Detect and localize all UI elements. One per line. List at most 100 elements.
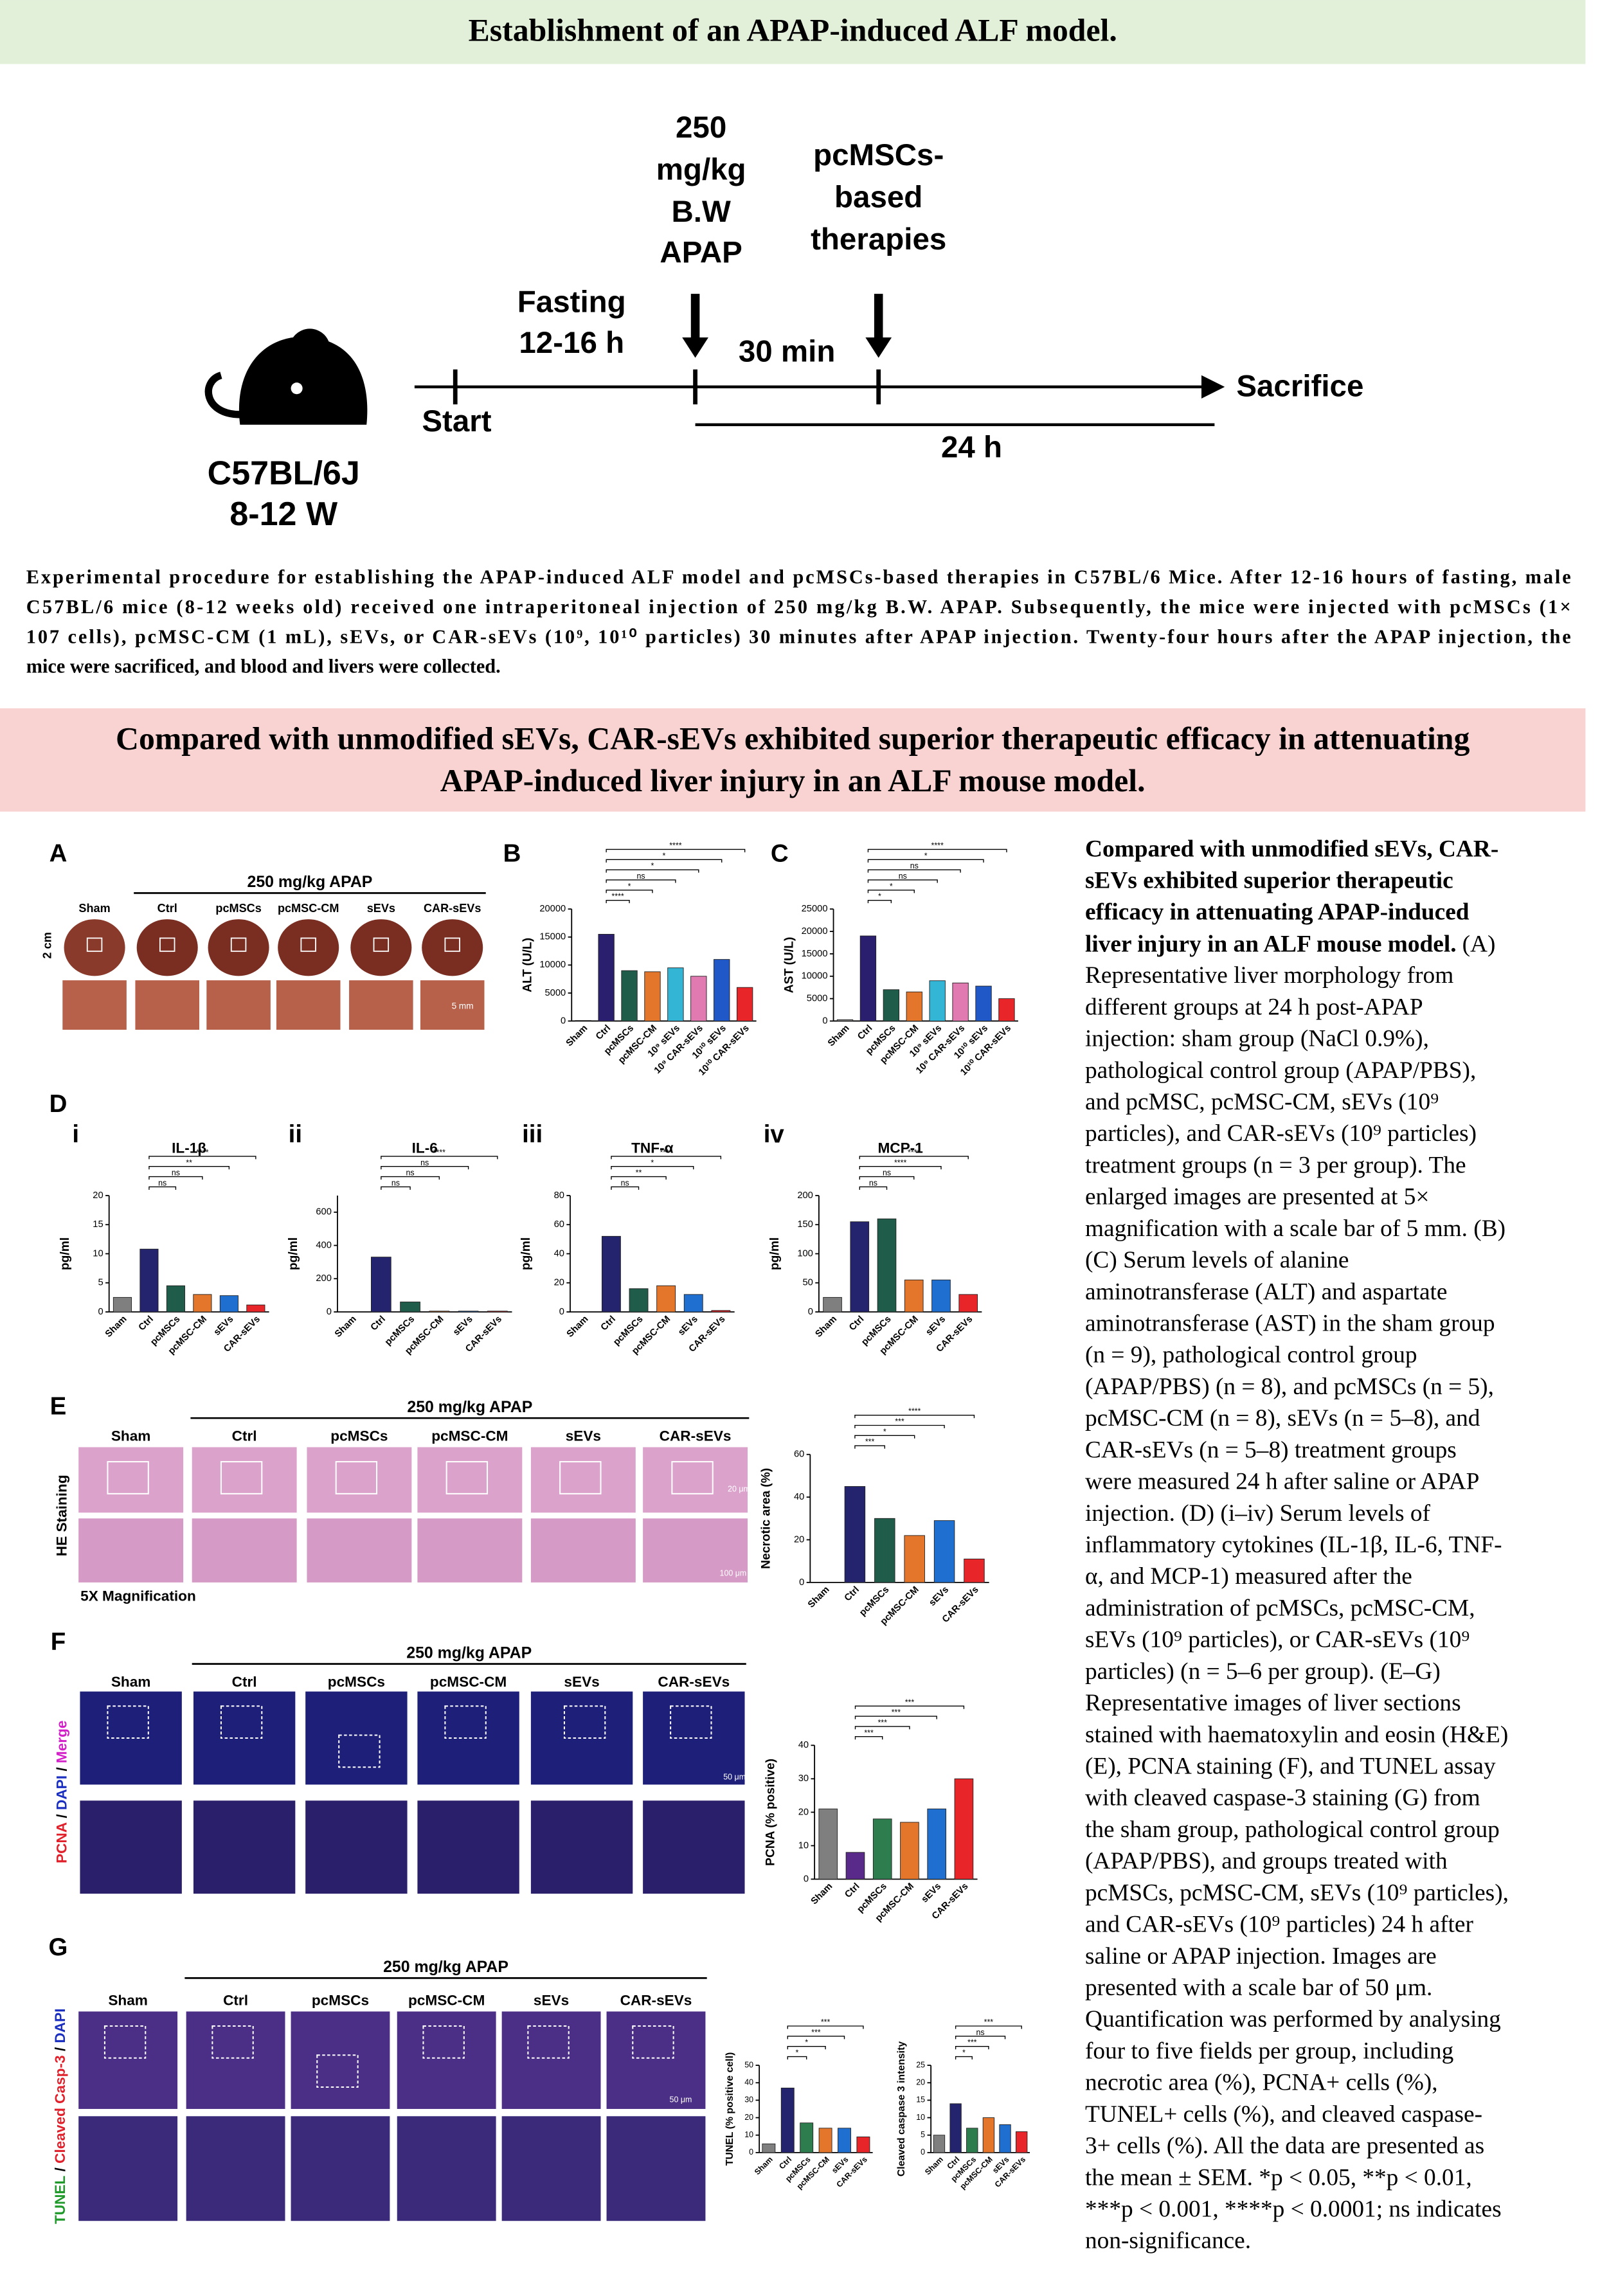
chart-label: iv [764, 1120, 785, 1148]
legend-body: (A) [1462, 931, 1496, 957]
zoom-frame [300, 937, 316, 952]
significance-bracket [955, 2046, 989, 2050]
significance-bracket [606, 879, 676, 883]
bar [193, 1294, 212, 1313]
bar [906, 991, 922, 1021]
legend-body: injection. (D) (i–iv) Serum levels of [1085, 1500, 1431, 1527]
zoom-frame [444, 937, 460, 952]
group-label: pcMSC-CM [431, 1428, 508, 1444]
micrograph [530, 1691, 633, 1785]
significance-bracket [381, 1166, 469, 1170]
group-label: pcMSC-CM [408, 1993, 485, 2009]
micrograph-zoom [78, 2116, 178, 2221]
significance-label: **** [660, 1148, 672, 1157]
group-label: Ctrl [157, 902, 177, 915]
strain: C57BL/6J [208, 455, 360, 492]
roi-box [422, 2025, 465, 2059]
legend-body: injection: sham group (NaCl 0.9%), [1085, 1026, 1429, 1052]
y-tick-label: 0 [561, 1016, 566, 1026]
bar [845, 1852, 865, 1879]
y-tick-label: 20 [916, 2078, 925, 2087]
significance-bracket [611, 1166, 694, 1170]
x-tick-label: Sham [753, 2155, 775, 2176]
significance-label: *** [865, 1437, 875, 1446]
group-label: sEVs [534, 1993, 569, 2009]
significance-label: **** [908, 1407, 921, 1416]
micrograph-zoom [420, 980, 485, 1030]
legend-body: Representative images of liver sections [1085, 1690, 1461, 1716]
significance-bracket [859, 1176, 915, 1180]
stain-part: PCNA [53, 1822, 69, 1863]
significance-bracket [867, 890, 915, 893]
liver-image [64, 919, 125, 976]
significance-bracket [867, 899, 892, 904]
micrograph [417, 1447, 523, 1513]
legend-body: CAR-sEVs (n = 5–8) treatment groups [1085, 1437, 1457, 1463]
y-tick-label: 0 [822, 1016, 827, 1026]
significance-bracket [611, 1176, 667, 1180]
significance-bracket [606, 848, 746, 852]
legend-body: particles) (n = 5–6 per group). (E–G) [1085, 1658, 1441, 1685]
y-axis-label: TUNEL (% positive cell) [724, 2052, 735, 2166]
bar [429, 1311, 450, 1313]
significance-bracket [381, 1156, 498, 1160]
y-tick-label: 60 [554, 1219, 564, 1230]
micrograph [78, 1447, 184, 1513]
bar [838, 2128, 851, 2153]
roi-box [107, 1705, 149, 1739]
micrograph [397, 2011, 496, 2109]
significance-bracket [381, 1186, 411, 1190]
micrograph-zoom [501, 2116, 601, 2221]
y-tick-label: 5 [98, 1278, 103, 1288]
bar [823, 1296, 842, 1313]
legend-body: (E), PCNA staining (F), and TUNEL assay [1085, 1753, 1496, 1780]
group-label: pcMSCs [330, 1428, 388, 1444]
y-tick-label: 200 [316, 1273, 332, 1284]
micrograph-zoom [305, 1800, 408, 1894]
bar [112, 1296, 132, 1313]
significance-label: **** [931, 841, 944, 850]
x-tick-label: Sham [333, 1314, 359, 1340]
liver-image [208, 919, 269, 976]
x-tick-label: Ctrl [599, 1314, 618, 1332]
micrograph [417, 1691, 519, 1785]
y-tick-label: 20000 [539, 904, 566, 914]
significance-label: *** [967, 2038, 977, 2047]
bar [998, 998, 1015, 1021]
bar [975, 985, 992, 1021]
significance-bracket [148, 1176, 203, 1180]
stain-part: HE Staining [53, 1475, 69, 1556]
y-tick-label: 400 [316, 1240, 332, 1250]
x-tick-label: sEVs [212, 1314, 236, 1338]
y-tick-label: 30 [798, 1773, 809, 1784]
y-tick-label: 0 [559, 1307, 564, 1317]
injection-arrow [682, 294, 708, 358]
roi-box [527, 2025, 570, 2059]
scale-bar-label: 100 μm [720, 1569, 747, 1578]
bar [736, 987, 753, 1021]
y-tick-label: 40 [744, 2078, 753, 2087]
y-tick-label: 15 [93, 1219, 103, 1230]
bar [931, 1279, 951, 1313]
roi-box [335, 1461, 378, 1494]
y-tick-label: 80 [554, 1190, 564, 1201]
significance-bracket [606, 859, 723, 863]
bar [954, 1778, 974, 1879]
caption-line: 107 cells), pcMSC-CM (1 mL), sEVs, or CA… [26, 625, 1571, 647]
y-axis-label: pg/ml [58, 1237, 72, 1270]
treatment-label: 250 mg/kg APAP [383, 1958, 508, 1976]
caption-line: mice were sacrificed, and blood and live… [26, 656, 501, 677]
group-label: Sham [111, 1428, 151, 1444]
legend-body: saline or APAP injection. Images are [1085, 1943, 1437, 1969]
bar [877, 1218, 897, 1313]
dose: 250 [676, 111, 726, 145]
stain-part: / [52, 2164, 68, 2176]
significance-bracket [854, 1445, 885, 1449]
significance-label: ns [158, 1178, 166, 1187]
significance-label: ** [186, 1158, 192, 1167]
magnification-label: 5X Magnification [80, 1588, 196, 1604]
significance-label: ns [976, 2028, 985, 2037]
significance-bracket [955, 2056, 973, 2060]
micrograph [78, 2011, 178, 2109]
micrograph-zoom [78, 1518, 184, 1583]
